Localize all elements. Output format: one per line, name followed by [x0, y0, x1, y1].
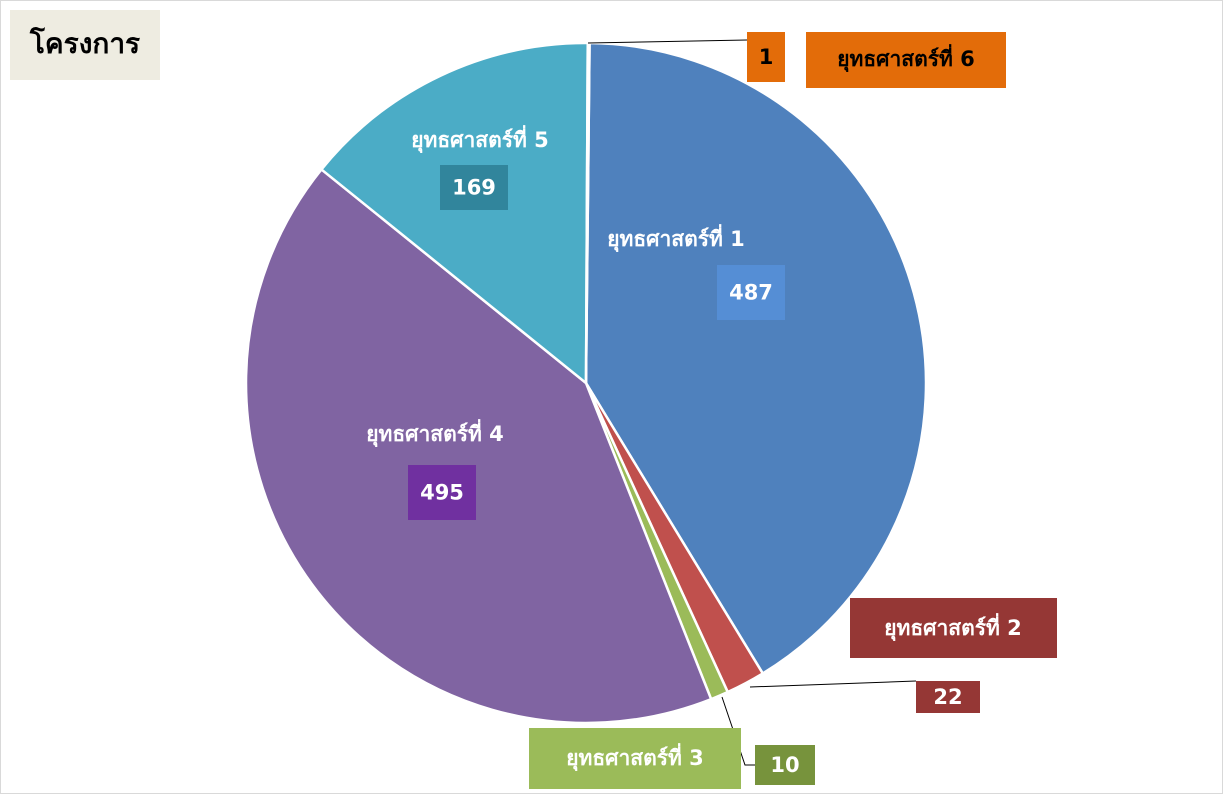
- label-box: [529, 728, 741, 789]
- value-box: [916, 681, 980, 713]
- labels: ยุทธศาสตร์ที่ 1 487 ยุทธศาสตร์ที่ 2 22 ยุทธศ…: [366, 32, 1057, 789]
- category-label: ยุทธศาสตร์ที่ 6: [837, 43, 975, 73]
- leader-line: [587, 39, 748, 44]
- chart-title: โครงการ: [29, 26, 140, 60]
- category-label: ยุทธศาสตร์ที่ 3: [566, 742, 704, 772]
- value-box: [755, 745, 815, 785]
- category-label: ยุทธศาสตร์ที่ 1: [607, 223, 745, 253]
- value-label: 1: [759, 45, 774, 69]
- value-box: [440, 165, 508, 210]
- category-label: ยุทธศาสตร์ที่ 2: [884, 612, 1022, 642]
- pie: [244, 41, 928, 725]
- value-label: 10: [770, 753, 799, 777]
- value-label: 487: [729, 281, 773, 305]
- title-box: [10, 10, 160, 80]
- value-label: 495: [420, 481, 464, 505]
- leader-line: [749, 680, 917, 688]
- pie-slice: [584, 41, 928, 676]
- pie-slice: [319, 41, 590, 386]
- value-box: [747, 32, 785, 82]
- leader-line: [721, 696, 755, 766]
- category-label: ยุทธศาสตร์ที่ 5: [411, 124, 549, 154]
- category-label: ยุทธศาสตร์ที่ 4: [366, 418, 504, 448]
- value-label: 169: [452, 176, 496, 200]
- value-box: [408, 465, 476, 520]
- pie-slice: [244, 167, 713, 725]
- value-label: 22: [933, 685, 962, 709]
- label-box: [806, 32, 1006, 88]
- value-box: [717, 265, 785, 320]
- label-box: [850, 598, 1057, 658]
